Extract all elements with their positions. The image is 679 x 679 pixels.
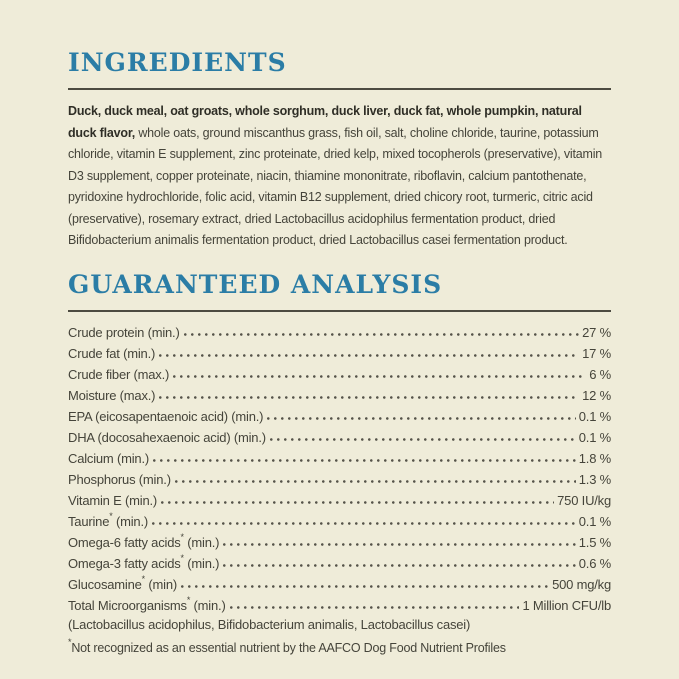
ingredients-section: INGREDIENTS Duck, duck meal, oat groats,… xyxy=(68,48,611,252)
ingredients-regular-text: whole oats, ground miscanthus grass, fis… xyxy=(68,125,603,248)
analysis-row-moisture: Moisture (max.) 12 % xyxy=(68,382,611,403)
nutrient-value: 0.1 % xyxy=(578,513,611,529)
dot-leader xyxy=(161,499,555,505)
nutrient-label: Omega-6 fatty acids* (min.) xyxy=(68,532,220,550)
nutrient-value: 1.5 % xyxy=(578,534,611,550)
nutrient-value: 0.6 % xyxy=(578,555,611,571)
nutrient-value: 27 % xyxy=(582,324,611,340)
analysis-row-phosphorus: Phosphorus (min.) 1.3 % xyxy=(68,466,611,487)
nutrient-label: Moisture (max.) xyxy=(68,387,156,403)
nutrient-label: DHA (docosahexaenoic acid) (min.) xyxy=(68,429,266,445)
nutrient-value: 0.1 % xyxy=(578,408,611,424)
nutrient-label: Crude fiber (max.) xyxy=(68,366,170,382)
nutrient-value: 1 Million CFU/lb xyxy=(522,597,611,613)
dot-leader xyxy=(174,478,576,484)
analysis-row-crude-protein: Crude protein (min.) 27 % xyxy=(68,319,611,340)
ingredients-heading: INGREDIENTS xyxy=(68,48,287,77)
dot-leader xyxy=(152,520,576,526)
nutrient-label: EPA (eicosapentaenoic acid) (min.) xyxy=(68,408,264,424)
dot-leader xyxy=(229,604,520,610)
nutrient-label: Vitamin E (min.) xyxy=(68,492,158,508)
nutrient-value: 0.1 % xyxy=(578,429,611,445)
dot-leader xyxy=(183,331,580,337)
analysis-row-crude-fat: Crude fat (min.) 17 % xyxy=(68,340,611,361)
nutrient-value: 500 mg/kg xyxy=(552,576,611,592)
nutrient-label: Calcium (min.) xyxy=(68,450,149,466)
guaranteed-analysis-heading: GUARANTEED ANALYSIS xyxy=(68,269,443,299)
analysis-row-dha: DHA (docosahexaenoic acid) (min.) 0.1 % xyxy=(68,424,611,445)
nutrient-value: 17 % xyxy=(582,345,611,361)
analysis-row-calcium: Calcium (min.) 1.8 % xyxy=(68,445,611,466)
analysis-row-glucosamine: Glucosamine* (min) 500 mg/kg xyxy=(68,571,611,592)
dot-leader xyxy=(269,436,576,442)
analysis-row-taurine: Taurine* (min.) 0.1 % xyxy=(68,508,611,529)
nutrient-value: 1.3 % xyxy=(578,471,611,487)
guaranteed-analysis-section: GUARANTEED ANALYSIS Crude protein (min.)… xyxy=(68,270,611,658)
nutrient-value: 12 % xyxy=(582,387,611,403)
nutrient-value: 1.8 % xyxy=(578,450,611,466)
analysis-row-omega-6: Omega-6 fatty acids* (min.) 1.5 % xyxy=(68,529,611,550)
dot-leader xyxy=(223,562,576,568)
aafco-footnote: *Not recognized as an essential nutrient… xyxy=(68,637,506,655)
nutrient-value: 750 IU/kg xyxy=(557,492,611,508)
nutrient-label: Omega-3 fatty acids* (min.) xyxy=(68,553,220,571)
nutrient-label: Crude fat (min.) xyxy=(68,345,156,361)
dot-leader xyxy=(173,373,587,379)
analysis-row-epa: EPA (eicosapentaenoic acid) (min.) 0.1 % xyxy=(68,403,611,424)
ingredients-heading-rule xyxy=(68,88,611,90)
nutrient-label: Taurine* (min.) xyxy=(68,511,148,529)
dot-leader xyxy=(153,457,576,463)
ingredients-bold-lead: Duck, duck meal, oat groats, whole sorgh… xyxy=(68,104,582,140)
nutrient-label: Crude protein (min.) xyxy=(68,324,180,340)
label-panel: INGREDIENTS Duck, duck meal, oat groats,… xyxy=(68,48,611,658)
dot-leader xyxy=(267,415,576,421)
analysis-row-vitamin-e: Vitamin E (min.) 750 IU/kg xyxy=(68,487,611,508)
analysis-row-total-microorganisms: Total Microorganisms* (min.) 1 Million C… xyxy=(68,592,611,613)
microorganisms-detail: (Lactobacillus acidophilus, Bifidobacter… xyxy=(68,616,471,632)
analysis-row-crude-fiber: Crude fiber (max.) 6 % xyxy=(68,361,611,382)
nutrient-value: 6 % xyxy=(589,366,611,382)
nutrient-label: Phosphorus (min.) xyxy=(68,471,171,487)
dot-leader xyxy=(159,394,580,400)
analysis-rows: Crude protein (min.) 27 % Crude fat (min… xyxy=(68,319,611,613)
ingredients-text: Duck, duck meal, oat groats, whole sorgh… xyxy=(68,101,611,252)
guaranteed-analysis-heading-rule xyxy=(68,309,611,312)
dot-leader xyxy=(159,352,580,358)
nutrient-label: Glucosamine* (min) xyxy=(68,574,178,592)
nutrient-label: Total Microorganisms* (min.) xyxy=(68,595,226,613)
dot-leader xyxy=(223,541,576,547)
dot-leader xyxy=(181,583,550,589)
analysis-row-omega-3: Omega-3 fatty acids* (min.) 0.6 % xyxy=(68,550,611,571)
